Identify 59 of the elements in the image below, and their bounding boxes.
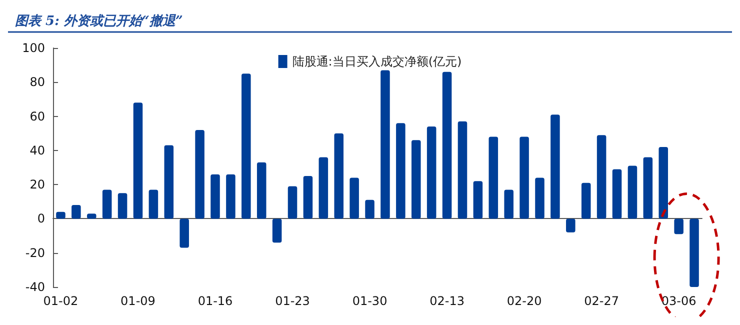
y-tick-label: 80 xyxy=(30,75,45,90)
bar xyxy=(226,174,236,219)
y-tick-label: 100 xyxy=(22,41,45,55)
bar xyxy=(350,178,359,219)
bar xyxy=(612,169,622,219)
bar xyxy=(195,130,204,219)
y-tick-label: 0 xyxy=(37,212,45,226)
legend-label: 陆股通:当日买入成交净额(亿元) xyxy=(292,54,462,68)
bar xyxy=(303,176,313,219)
bar xyxy=(365,200,374,219)
bar xyxy=(426,126,436,219)
bar xyxy=(118,193,128,219)
bar xyxy=(72,205,81,219)
bar xyxy=(288,186,298,219)
x-tick-label: 02-20 xyxy=(506,294,542,308)
bar xyxy=(242,74,251,219)
bar xyxy=(550,114,560,219)
bar xyxy=(180,218,189,248)
x-tick-label: 01-30 xyxy=(352,294,388,308)
bar xyxy=(628,166,638,219)
bar xyxy=(674,218,684,234)
bar xyxy=(318,157,328,219)
bar xyxy=(504,190,514,219)
bar xyxy=(133,102,143,219)
x-tick-label: 03-06 xyxy=(661,294,696,308)
bar xyxy=(396,123,406,219)
bar xyxy=(520,136,529,219)
bar xyxy=(596,135,606,219)
x-tick-label: 01-02 xyxy=(43,294,78,308)
y-tick-label: 20 xyxy=(30,178,45,192)
y-tick-label: 40 xyxy=(30,143,45,158)
bar xyxy=(658,147,668,219)
bar xyxy=(566,218,576,232)
x-tick-label: 01-16 xyxy=(198,294,233,308)
chart-title: 图表 5: 外资或已开始“撤退” xyxy=(15,13,183,29)
bar xyxy=(210,174,220,219)
bar xyxy=(256,162,266,219)
x-tick-label: 02-27 xyxy=(584,294,619,308)
y-tick-label: -40 xyxy=(25,280,45,294)
bar xyxy=(473,181,483,219)
bar xyxy=(690,218,699,287)
bar xyxy=(148,190,158,219)
bar xyxy=(535,178,544,219)
bar xyxy=(442,72,452,219)
y-tick-label: -20 xyxy=(25,246,45,260)
bar xyxy=(380,70,390,219)
bar xyxy=(102,190,112,219)
bar xyxy=(272,218,282,243)
bar xyxy=(334,133,344,219)
x-tick-label: 01-23 xyxy=(275,294,310,308)
bar xyxy=(643,157,653,219)
bar xyxy=(458,121,468,219)
y-tick-label: 60 xyxy=(30,109,45,124)
bar xyxy=(581,182,591,219)
x-tick-label: 01-09 xyxy=(120,294,156,308)
x-tick-label: 02-13 xyxy=(430,294,464,308)
bar xyxy=(411,140,421,219)
bar xyxy=(488,136,498,219)
bar xyxy=(164,145,174,219)
